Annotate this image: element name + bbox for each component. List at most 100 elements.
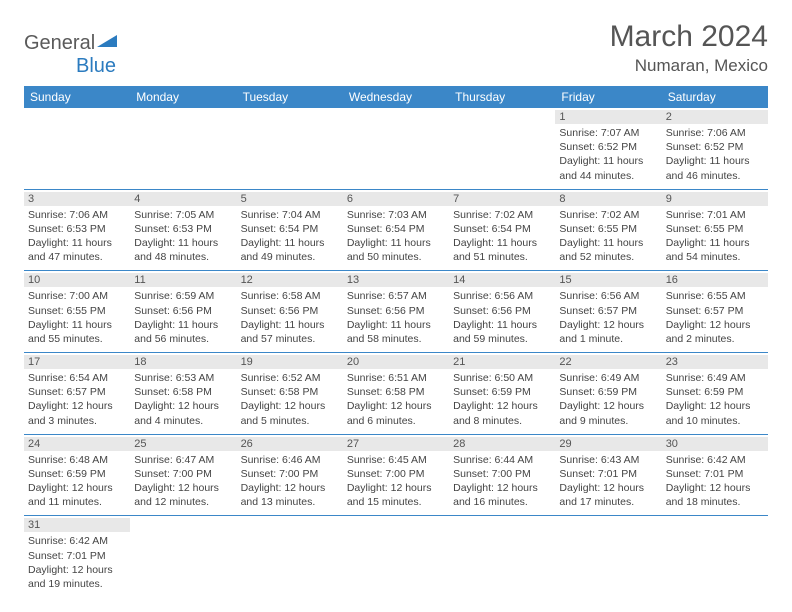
day-info-line: Sunset: 6:53 PM	[134, 222, 232, 236]
day-info-line: and 47 minutes.	[28, 250, 126, 264]
day-info-line: and 11 minutes.	[28, 495, 126, 509]
day-number: 6	[343, 192, 449, 206]
day-number: 13	[343, 273, 449, 287]
day-info-line: and 48 minutes.	[134, 250, 232, 264]
day-info-line: Daylight: 12 hours	[241, 399, 339, 413]
day-info-line: Daylight: 12 hours	[134, 399, 232, 413]
day-number: 9	[662, 192, 768, 206]
day-info-line: Sunset: 6:57 PM	[666, 304, 764, 318]
day-info-line: and 52 minutes.	[559, 250, 657, 264]
day-info-line: Sunset: 7:00 PM	[134, 467, 232, 481]
day-info-line: Sunrise: 6:48 AM	[28, 453, 126, 467]
day-info-line: Sunset: 6:56 PM	[134, 304, 232, 318]
day-info-line: Sunset: 6:55 PM	[28, 304, 126, 318]
day-info-line: Daylight: 11 hours	[134, 236, 232, 250]
day-info-line: Daylight: 12 hours	[559, 399, 657, 413]
day-info-line: Sunrise: 6:47 AM	[134, 453, 232, 467]
day-cell: 7Sunrise: 7:02 AMSunset: 6:54 PMDaylight…	[449, 189, 555, 271]
day-cell: 19Sunrise: 6:52 AMSunset: 6:58 PMDayligh…	[237, 353, 343, 435]
day-number: 1	[555, 110, 661, 124]
day-info-line: Sunrise: 6:43 AM	[559, 453, 657, 467]
day-info-line: Sunset: 6:56 PM	[453, 304, 551, 318]
day-cell	[237, 516, 343, 597]
day-info-line: Daylight: 12 hours	[666, 481, 764, 495]
day-info-line: Daylight: 11 hours	[666, 154, 764, 168]
day-info-line: Sunrise: 6:51 AM	[347, 371, 445, 385]
logo-text-blue: Blue	[76, 55, 116, 77]
day-info-line: Sunrise: 6:56 AM	[559, 289, 657, 303]
day-info-line: Sunset: 7:01 PM	[559, 467, 657, 481]
day-info-line: Sunset: 6:54 PM	[241, 222, 339, 236]
header: General Blue March 2024 Numaran, Mexico	[24, 20, 768, 78]
day-number: 30	[662, 437, 768, 451]
day-cell: 16Sunrise: 6:55 AMSunset: 6:57 PMDayligh…	[662, 271, 768, 353]
day-info-line: Daylight: 12 hours	[453, 399, 551, 413]
day-cell: 25Sunrise: 6:47 AMSunset: 7:00 PMDayligh…	[130, 434, 236, 516]
location: Numaran, Mexico	[610, 56, 768, 76]
day-info-line: Daylight: 12 hours	[559, 318, 657, 332]
day-info-line: and 56 minutes.	[134, 332, 232, 346]
day-cell: 1Sunrise: 7:07 AMSunset: 6:52 PMDaylight…	[555, 108, 661, 189]
day-cell: 17Sunrise: 6:54 AMSunset: 6:57 PMDayligh…	[24, 353, 130, 435]
day-info-line: Sunset: 7:01 PM	[666, 467, 764, 481]
day-info-line: Sunrise: 6:49 AM	[666, 371, 764, 385]
day-number: 24	[24, 437, 130, 451]
day-info-line: and 19 minutes.	[28, 577, 126, 591]
day-info-line: Sunrise: 6:49 AM	[559, 371, 657, 385]
day-cell	[130, 108, 236, 189]
day-info-line: Sunrise: 6:50 AM	[453, 371, 551, 385]
day-info-line: Sunset: 6:55 PM	[559, 222, 657, 236]
day-cell	[662, 516, 768, 597]
week-row: 17Sunrise: 6:54 AMSunset: 6:57 PMDayligh…	[24, 353, 768, 435]
day-info-line: Sunset: 6:59 PM	[453, 385, 551, 399]
day-cell	[555, 516, 661, 597]
day-info-line: Daylight: 12 hours	[347, 399, 445, 413]
weekday-header: Sunday	[24, 86, 130, 108]
day-info-line: Sunrise: 7:05 AM	[134, 208, 232, 222]
day-cell: 28Sunrise: 6:44 AMSunset: 7:00 PMDayligh…	[449, 434, 555, 516]
day-cell: 2Sunrise: 7:06 AMSunset: 6:52 PMDaylight…	[662, 108, 768, 189]
day-cell: 11Sunrise: 6:59 AMSunset: 6:56 PMDayligh…	[130, 271, 236, 353]
day-cell: 29Sunrise: 6:43 AMSunset: 7:01 PMDayligh…	[555, 434, 661, 516]
logo: General Blue	[24, 32, 119, 78]
week-row: 1Sunrise: 7:07 AMSunset: 6:52 PMDaylight…	[24, 108, 768, 189]
day-cell	[343, 108, 449, 189]
day-info-line: Daylight: 11 hours	[134, 318, 232, 332]
day-info-line: Sunrise: 7:02 AM	[559, 208, 657, 222]
day-cell: 27Sunrise: 6:45 AMSunset: 7:00 PMDayligh…	[343, 434, 449, 516]
month-title: March 2024	[610, 20, 768, 54]
day-info-line: Sunset: 6:54 PM	[453, 222, 551, 236]
day-cell	[24, 108, 130, 189]
day-info-line: Sunset: 6:53 PM	[28, 222, 126, 236]
day-info-line: Sunrise: 6:46 AM	[241, 453, 339, 467]
day-number: 7	[449, 192, 555, 206]
day-info-line: Sunset: 6:54 PM	[347, 222, 445, 236]
day-number: 27	[343, 437, 449, 451]
day-info-line: and 57 minutes.	[241, 332, 339, 346]
sail-icon	[97, 32, 119, 55]
day-info-line: Sunset: 6:52 PM	[559, 140, 657, 154]
day-info-line: Sunrise: 7:03 AM	[347, 208, 445, 222]
day-info-line: Sunset: 6:59 PM	[666, 385, 764, 399]
day-number: 19	[237, 355, 343, 369]
day-info-line: Sunset: 7:00 PM	[241, 467, 339, 481]
weekday-header-row: Sunday Monday Tuesday Wednesday Thursday…	[24, 86, 768, 108]
day-cell: 30Sunrise: 6:42 AMSunset: 7:01 PMDayligh…	[662, 434, 768, 516]
day-info-line: Sunset: 6:58 PM	[347, 385, 445, 399]
day-info-line: Sunrise: 7:07 AM	[559, 126, 657, 140]
day-info-line: Daylight: 12 hours	[559, 481, 657, 495]
day-info-line: Sunset: 6:57 PM	[28, 385, 126, 399]
day-cell: 15Sunrise: 6:56 AMSunset: 6:57 PMDayligh…	[555, 271, 661, 353]
day-cell: 8Sunrise: 7:02 AMSunset: 6:55 PMDaylight…	[555, 189, 661, 271]
day-info-line: Sunset: 6:52 PM	[666, 140, 764, 154]
day-info-line: and 18 minutes.	[666, 495, 764, 509]
week-row: 24 Sunrise: 6:48 AMSunset: 6:59 PM Dayligh…	[24, 434, 768, 516]
day-info-line: Daylight: 11 hours	[559, 236, 657, 250]
day-cell: 6Sunrise: 7:03 AMSunset: 6:54 PMDaylight…	[343, 189, 449, 271]
day-cell: 24Sunrise: 6:48 AMSunset: 6:59 PMDayligh…	[24, 434, 130, 516]
day-info-line: Daylight: 11 hours	[453, 236, 551, 250]
day-info-line: Sunset: 6:59 PM	[28, 467, 126, 481]
day-cell	[343, 516, 449, 597]
day-cell	[449, 108, 555, 189]
day-info-line: Sunrise: 6:52 AM	[241, 371, 339, 385]
